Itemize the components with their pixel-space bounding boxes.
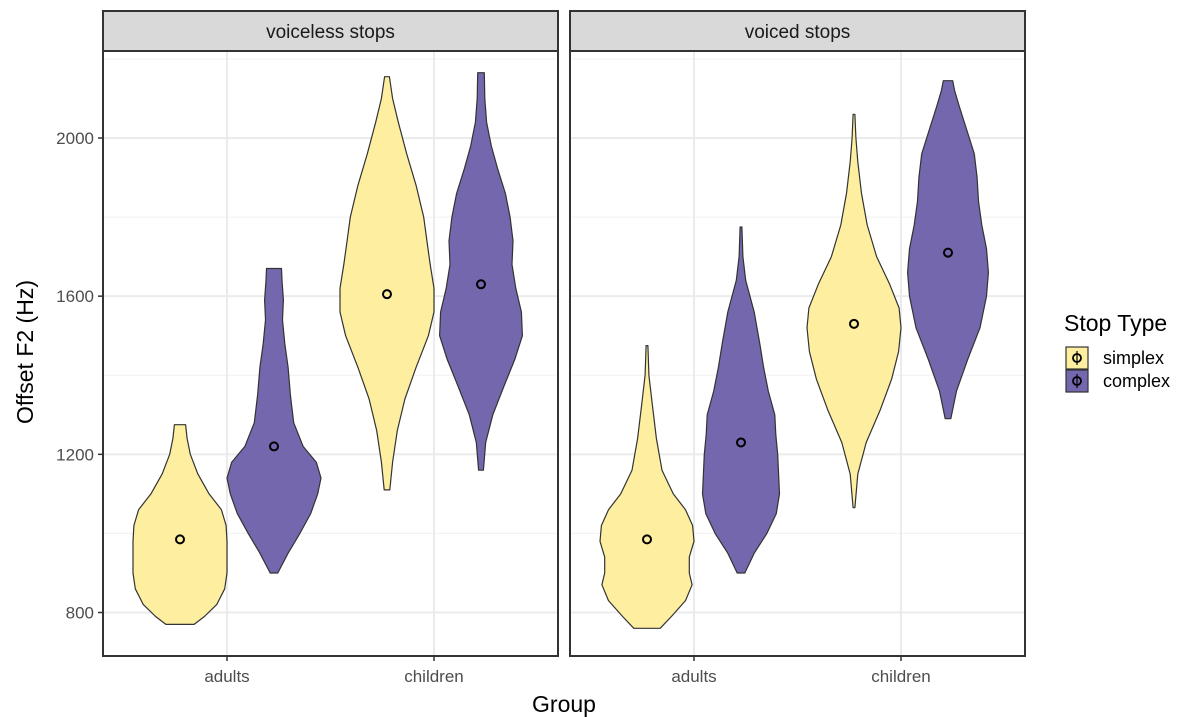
x-tick-label: adults [671, 667, 716, 686]
panel-voiced-stops: voiced stops adults children [569, 10, 1026, 686]
strip-label: voiced stops [745, 22, 851, 43]
violin-children-simplex [806, 113, 902, 509]
x-axis-title: Group [532, 691, 596, 717]
strip-background [102, 10, 559, 52]
violin-adults-complex [226, 267, 322, 574]
legend-label-complex: complex [1103, 371, 1170, 391]
mean-point-adults-complex [736, 437, 746, 448]
violin-children-simplex [339, 76, 435, 491]
legend-title: Stop Type [1064, 310, 1167, 336]
legend-label-simplex: simplex [1103, 348, 1164, 368]
x-tick-label: children [871, 667, 931, 686]
y-axis-title: Offset F2 (Hz) [12, 280, 38, 424]
mean-point-adults-simplex [642, 534, 652, 545]
legend: Stop Type simplex complex [1064, 310, 1170, 393]
x-tick-label: adults [204, 667, 249, 686]
mean-point-children-complex [943, 247, 953, 258]
y-tick-label: 1600 [56, 287, 94, 306]
legend-key-point [1072, 353, 1082, 363]
legend-key-point [1072, 376, 1082, 386]
mean-point-children-simplex [382, 289, 392, 300]
y-axis: 800 1200 1600 2000 [56, 129, 103, 623]
violin-adults-complex [701, 226, 781, 574]
violin-children-complex [907, 80, 989, 420]
mean-point-children-simplex [849, 318, 859, 329]
strip-background [569, 10, 1026, 52]
y-tick-label: 800 [66, 604, 94, 623]
y-tick-label: 1200 [56, 445, 94, 464]
violin-children-complex [439, 72, 523, 471]
mean-point-adults-complex [269, 441, 279, 452]
panel-voiceless-stops: voiceless stops adults children [102, 10, 559, 686]
mean-point-children-complex [476, 279, 486, 290]
violin-adults-simplex [132, 424, 228, 625]
violin-adults-simplex [599, 345, 695, 629]
x-tick-label: children [404, 667, 464, 686]
strip-label: voiceless stops [266, 22, 395, 43]
y-tick-label: 2000 [56, 129, 94, 148]
mean-point-adults-simplex [175, 534, 185, 545]
